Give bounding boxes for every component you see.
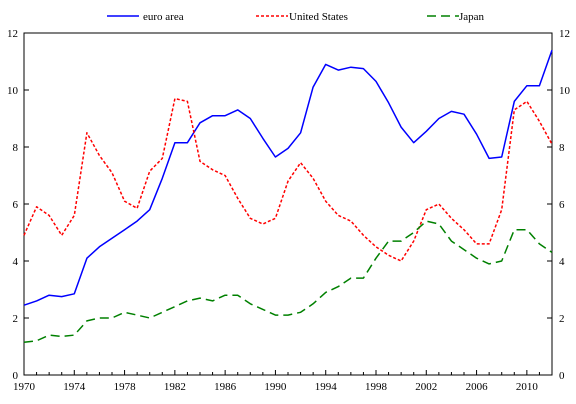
x-tick-label: 1990 (264, 381, 287, 393)
x-tick-label: 1978 (114, 381, 137, 393)
y-tick-label-left: 4 (13, 256, 19, 268)
legend-label: Japan (459, 11, 485, 23)
x-tick-label: 2010 (516, 381, 539, 393)
x-tick-label: 1986 (214, 381, 237, 393)
y-tick-label-right: 0 (559, 370, 565, 382)
plot-frame (23, 32, 553, 376)
y-tick-label-right: 10 (559, 85, 571, 97)
x-tick-label: 1994 (315, 381, 338, 393)
y-tick-label-left: 8 (13, 142, 19, 154)
y-tick-label-right: 4 (559, 256, 565, 268)
y-tick-label-right: 12 (559, 28, 570, 40)
series-line-united-states (23, 97, 553, 262)
y-tick-label-left: 12 (7, 28, 18, 40)
legend-label: United States (289, 11, 348, 23)
y-tick-label-right: 2 (559, 313, 565, 325)
y-tick-label-left: 2 (13, 313, 19, 325)
series-line-euro-area (23, 49, 553, 306)
y-tick-label-left: 10 (7, 85, 19, 97)
series-line-japan (23, 220, 553, 343)
x-tick-label: 1970 (13, 381, 36, 393)
x-tick-label: 2006 (466, 381, 489, 393)
legend: euro area United States Japan (107, 11, 485, 23)
x-tick-label: 1998 (365, 381, 388, 393)
legend-label: euro area (143, 11, 184, 23)
plot-area: 0 0 2 2 4 4 6 6 8 8 10 10 12 12 1970 1974 1978 1982 1986 19… (7, 28, 571, 393)
x-tick-label: 1982 (164, 381, 186, 393)
y-tick-label-left: 0 (13, 370, 19, 382)
y-tick-label-left: 6 (13, 199, 19, 211)
y-tick-label-right: 6 (559, 199, 565, 211)
x-tick-label: 2002 (415, 381, 437, 393)
y-tick-label-right: 8 (559, 142, 565, 154)
x-tick-label: 1974 (63, 381, 86, 393)
